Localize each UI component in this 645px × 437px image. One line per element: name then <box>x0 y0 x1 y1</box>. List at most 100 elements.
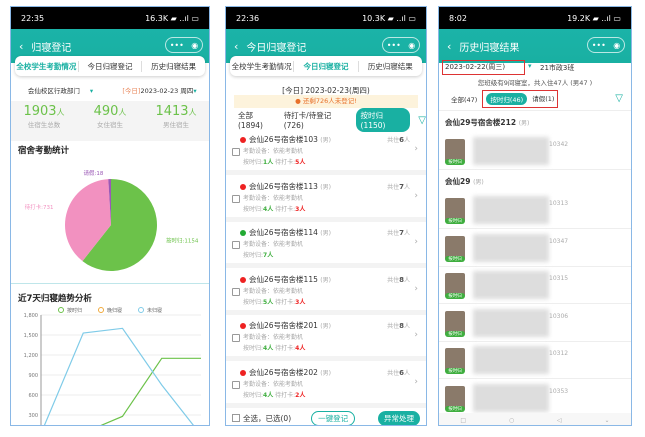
tab-today-register[interactable]: 今日归寝登记 <box>294 60 359 72</box>
more-icon[interactable]: ••• <box>591 40 606 50</box>
home-icon[interactable]: ○ <box>508 416 515 424</box>
dorm-group-header: 会仙29号宿舍楼212 (男) <box>445 117 529 128</box>
ontime-badge: 按时归 <box>445 159 465 165</box>
pie-title: 宿舍考勤统计 <box>18 146 70 156</box>
back-nav-icon[interactable]: ◁ <box>557 416 562 424</box>
student-item[interactable]: 按时归 10347 <box>439 230 631 267</box>
back-icon[interactable]: ‹ <box>19 39 24 53</box>
back-icon[interactable]: ‹ <box>447 39 452 53</box>
room-item[interactable]: 会仙26号宿舍楼103 (男) 共住6人 考勤设备：依能考勤机 › 按时归:1人… <box>226 129 426 175</box>
room-checkbox[interactable] <box>232 194 240 203</box>
room-checkbox[interactable] <box>232 287 240 296</box>
filter-row: 会仙校区行政部门 ▾ [今日]2023-02-23 周四▾ <box>11 85 209 95</box>
filter-all[interactable]: 全部(47) <box>451 95 478 104</box>
more-icon[interactable]: ••• <box>386 40 401 50</box>
device-label: 考勤设备：依能考勤机 <box>243 148 304 155</box>
pie-label: 按时归:1154 <box>166 237 199 245</box>
stat-male: 1413人 男住宿生 <box>143 101 209 141</box>
warning-text: 还剩726人未登记! <box>302 97 357 105</box>
student-item[interactable]: 按时归 10342 <box>439 133 631 170</box>
room-name: 会仙26号宿舍楼115 <box>249 274 318 284</box>
student-item[interactable]: 按时归 10313 <box>439 192 631 229</box>
tab-history[interactable]: 历史归寝结果 <box>367 61 413 71</box>
stat-value: 1413 <box>155 104 189 119</box>
pie-slice[interactable] <box>108 179 111 225</box>
filter-ontime[interactable]: 按时归(1150) <box>355 108 411 132</box>
room-total: 共住6人 <box>387 136 410 144</box>
class-select[interactable]: 21市政3班 <box>540 64 575 72</box>
room-item[interactable]: 会仙26号宿舍楼202 (男) 共住6人 考勤设备：依能考勤机 › 按时归:4人… <box>226 362 426 408</box>
legend-marker[interactable] <box>58 307 64 313</box>
room-checkbox[interactable] <box>232 241 240 249</box>
room-counts: 按时归:4人 待打卡:3人 <box>243 204 305 213</box>
capsule-menu[interactable]: ••• ◉ <box>587 37 625 53</box>
page-title: 归寝登记 <box>31 42 72 54</box>
ontime-count: 1人 <box>263 159 274 166</box>
series-line <box>43 327 194 425</box>
dorm-group-header: 会仙29 (男) <box>445 176 484 187</box>
date-select[interactable]: [今日]2023-02-23 周四▾ <box>110 85 209 95</box>
student-item[interactable]: 按时归 10306 <box>439 305 631 342</box>
room-checkbox[interactable] <box>232 334 240 342</box>
close-target-icon[interactable]: ◉ <box>613 40 621 50</box>
ontime-label: 按时归: <box>243 252 264 259</box>
chevron-right-icon: › <box>414 376 418 387</box>
select-all-checkbox[interactable] <box>232 414 240 422</box>
series-line <box>100 357 201 425</box>
student-id: 10347 <box>549 237 569 245</box>
student-avatar: 按时归 <box>445 348 465 374</box>
capsule-menu[interactable]: ••• ◉ <box>165 37 203 53</box>
status-dot <box>240 276 246 283</box>
pie-slice[interactable] <box>65 179 111 262</box>
room-checkbox[interactable] <box>232 148 240 156</box>
tab-history[interactable]: 历史归寝结果 <box>151 61 197 71</box>
tab-school-attendance[interactable]: 全校学生考勤情况 <box>230 60 295 72</box>
pie-slice[interactable] <box>82 179 158 271</box>
legend-marker[interactable] <box>138 307 144 313</box>
total-prefix: 共住 <box>387 137 400 144</box>
room-item[interactable]: 会仙26号宿舍楼115 (男) 共住8人 考勤设备：依能考勤机 › 按时归:5人… <box>226 269 426 315</box>
close-target-icon[interactable]: ◉ <box>408 40 416 50</box>
redacted-info <box>473 308 549 337</box>
back-icon[interactable]: ‹ <box>234 39 239 53</box>
stat-label: 男住宿生 <box>163 121 189 129</box>
hide-icon[interactable]: ⌄ <box>604 416 610 424</box>
close-target-icon[interactable]: ◉ <box>191 40 199 50</box>
student-item[interactable]: 按时归 10353 <box>439 380 631 417</box>
filter-icon[interactable]: ▽ <box>615 93 623 104</box>
ontime-count: 4人 <box>263 345 274 352</box>
student-item[interactable]: 按时归 10312 <box>439 342 631 379</box>
tab-school-attendance[interactable]: 全校学生考勤情况 <box>15 60 79 72</box>
ontime-count: 5人 <box>263 298 274 306</box>
filter-icon[interactable]: ▽ <box>418 114 426 126</box>
bottom-bar: 全选，已选(0) 一键登记 异常处理 <box>226 409 426 425</box>
capsule-menu[interactable]: ••• ◉ <box>382 37 420 53</box>
recent-apps-icon[interactable]: □ <box>460 416 467 424</box>
room-item[interactable]: 会仙26号宿舍楼114 (男) 共住7人 考勤设备：依能考勤机 › 按时归:7人 <box>226 222 426 268</box>
student-id: 10353 <box>549 387 569 395</box>
phone-today-register: 22:36 10.3K ▰ ..ıl ▭ ‹ 今日归寝登记 ••• ◉ 全校学生考勤情况… <box>225 6 427 426</box>
student-avatar: 按时归 <box>445 139 465 165</box>
more-icon[interactable]: ••• <box>169 40 184 50</box>
tab-today-register[interactable]: 今日归寝登记 <box>79 60 143 72</box>
student-item[interactable]: 按时归 10315 <box>439 267 631 304</box>
one-click-register-button[interactable]: 一键登记 <box>311 410 356 425</box>
room-checkbox[interactable] <box>232 380 240 389</box>
date-select[interactable]: 2023-02-22(周三) <box>442 60 525 75</box>
filter-leave[interactable]: 请假(1) <box>532 94 555 103</box>
filter-ontime[interactable]: 按时归(46) <box>486 92 528 105</box>
signal-indicators: 19.2K ▰ ..ıl ▭ <box>567 13 621 23</box>
dept-value: 会仙校区行政部门 <box>27 87 80 95</box>
ontime-badge: 按时归 <box>445 368 465 374</box>
room-item[interactable]: 会仙26号宿舍楼113 (男) 共住7人 考勤设备：依能考勤机 › 按时归:4人… <box>226 176 426 222</box>
filter-all[interactable]: 全部(1894) <box>238 111 263 130</box>
legend-marker[interactable] <box>98 307 104 313</box>
dept-select[interactable]: 会仙校区行政部门 ▾ <box>11 85 110 95</box>
exception-handling-button[interactable]: 异常处理 <box>378 410 420 425</box>
filter-pending[interactable]: 待打卡/待登记(726) <box>283 111 332 130</box>
phone-history-results: 8:02 19.2K ▰ ..ıl ▭ ‹ 历史归寝结果 ••• ◉ 2023-02-2… <box>438 6 632 426</box>
stat-unit: 人 <box>56 108 65 117</box>
weekday: 周四 <box>180 87 194 95</box>
total-count: 8 <box>399 275 404 284</box>
room-item[interactable]: 会仙26号宿舍楼201 (男) 共住8人 考勤设备：依能考勤机 › 按时归:4人… <box>226 315 426 361</box>
